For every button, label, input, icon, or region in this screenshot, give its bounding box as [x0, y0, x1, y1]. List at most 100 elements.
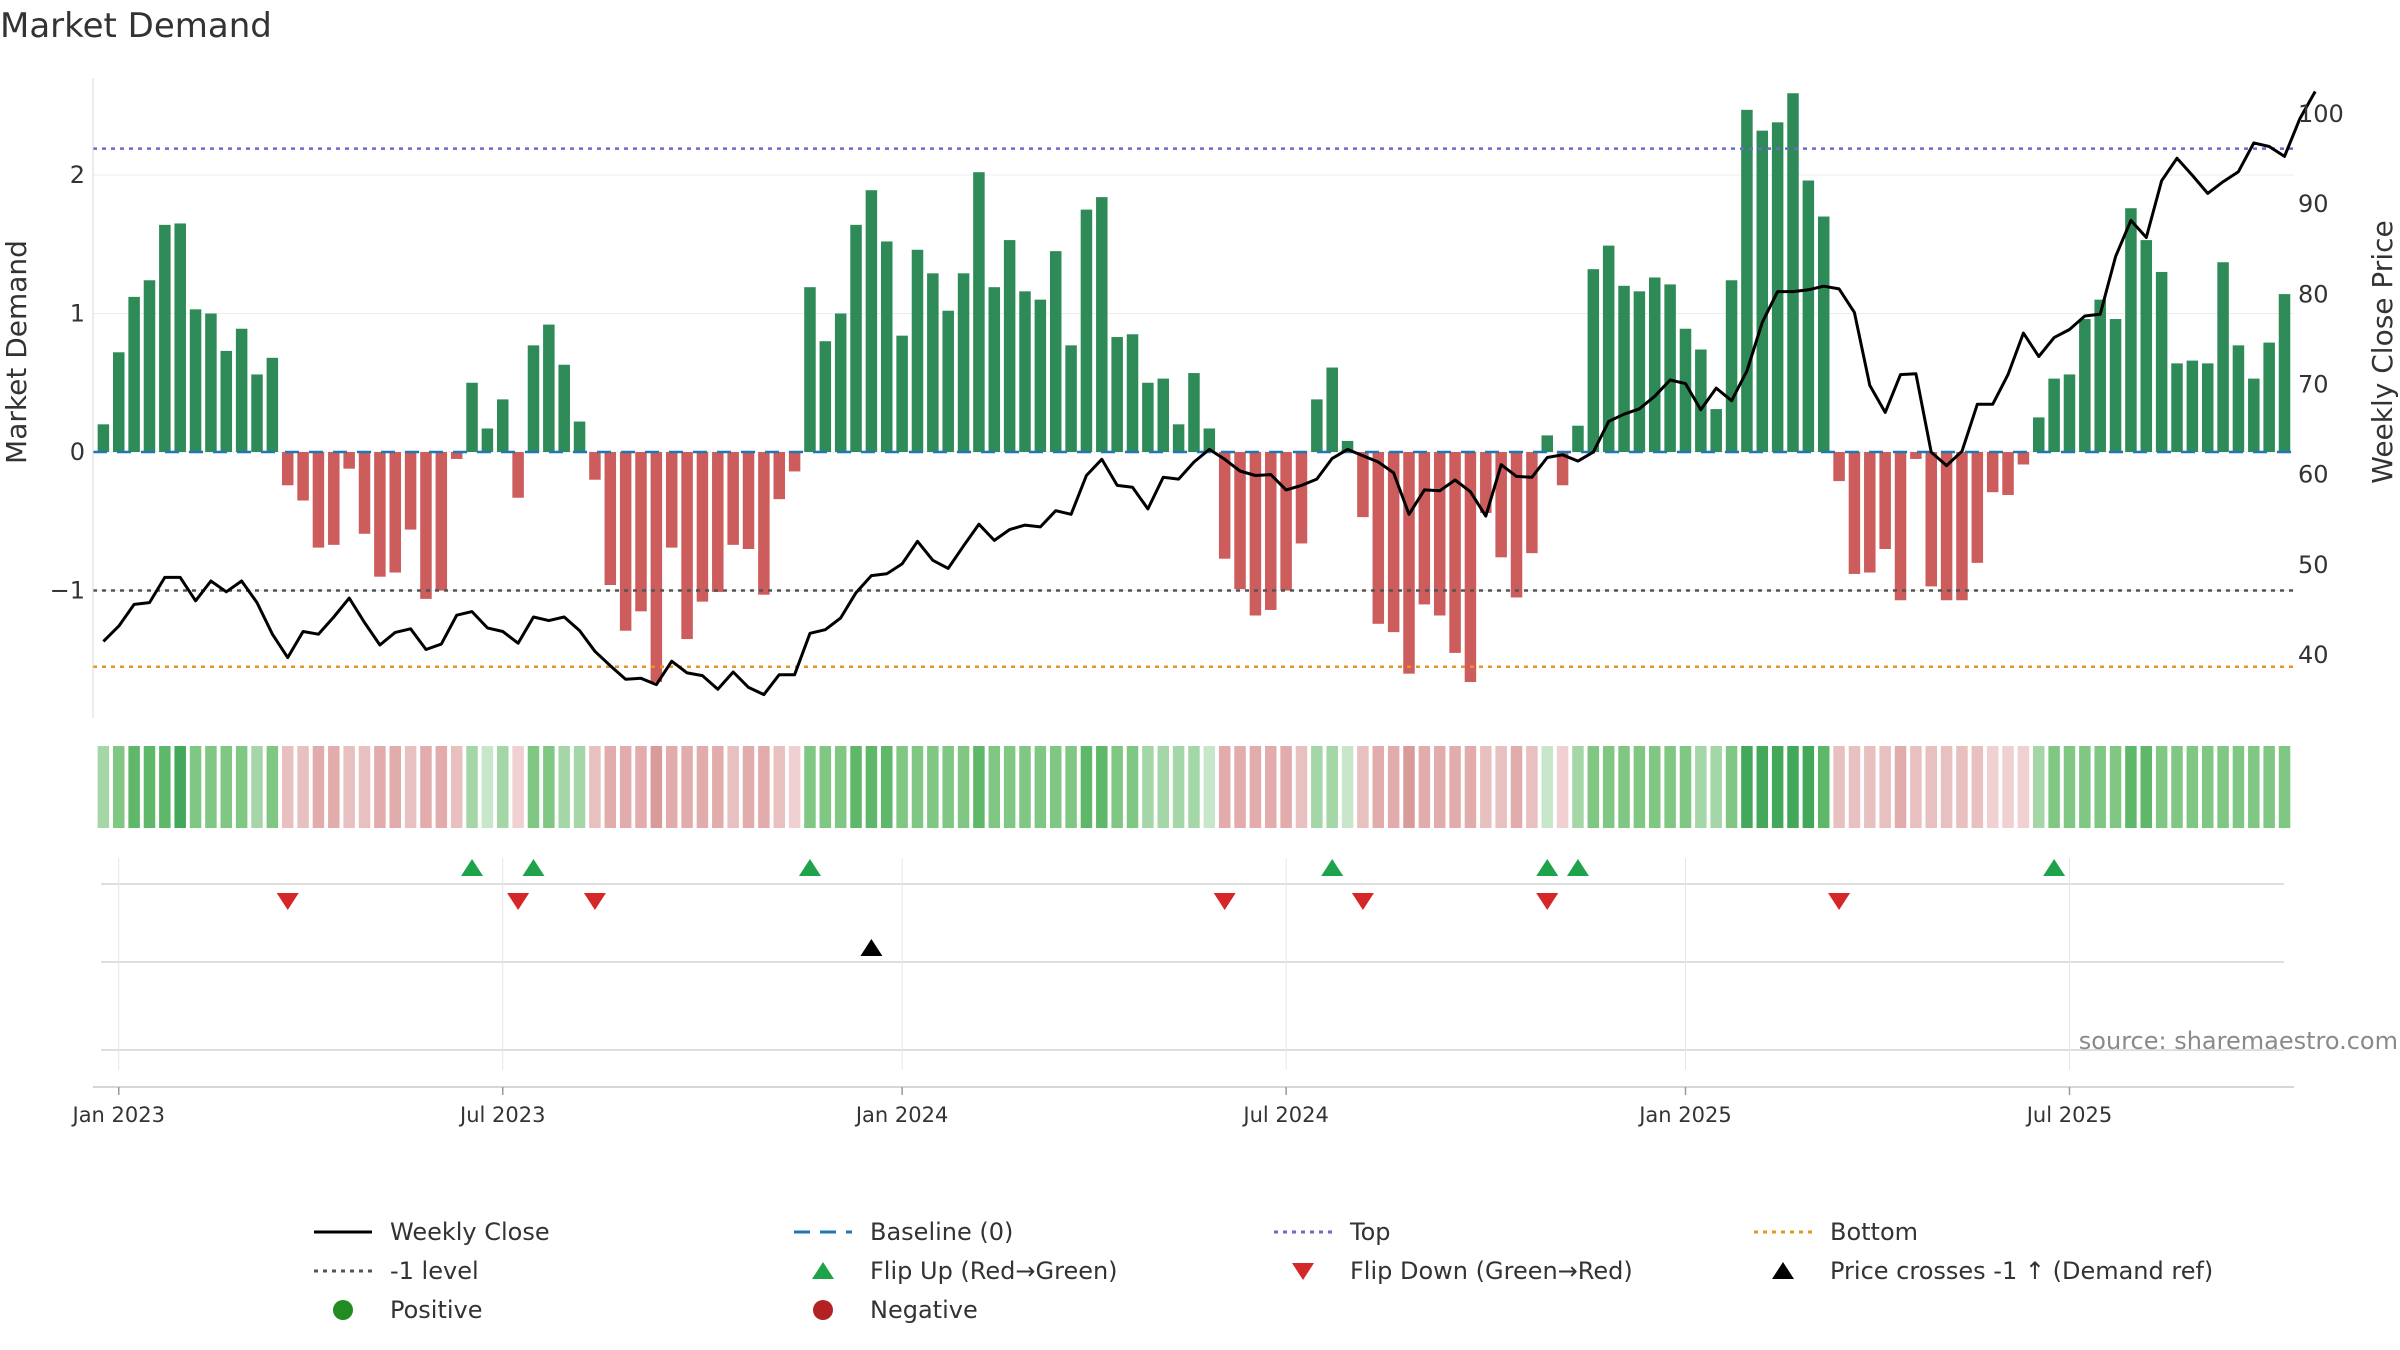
demand-bar-positive	[1802, 180, 1815, 453]
strip-cell	[2155, 746, 2168, 828]
flip-up-marker	[2043, 859, 2066, 876]
y2-tick-label: 100	[2298, 100, 2344, 128]
demand-bar-positive	[1572, 425, 1584, 453]
demand-bar-negative	[1403, 452, 1415, 674]
circle-icon	[333, 1300, 353, 1320]
strip-cell	[374, 746, 386, 828]
x-tick-label: Jul 2023	[458, 1103, 545, 1127]
y2-tick-label: 90	[2298, 190, 2329, 218]
strip-cell	[1080, 746, 1093, 828]
demand-bar-positive	[1142, 382, 1154, 453]
demand-bar-positive	[1633, 291, 1646, 453]
demand-bar-negative	[328, 452, 340, 545]
demand-bar-negative	[312, 452, 325, 548]
line-dot-icon	[1754, 1230, 1812, 1234]
legend-top: Top	[1274, 1214, 1391, 1250]
demand-bar-positive	[1080, 209, 1093, 453]
flip-down-marker	[276, 893, 299, 910]
demand-bar-negative	[1940, 452, 1953, 601]
y-tick-label: 1	[70, 299, 85, 327]
demand-bar-negative	[1510, 452, 1523, 598]
demand-bar-positive	[1679, 328, 1692, 453]
strip-cell	[1049, 746, 1062, 828]
demand-bar-positive	[189, 309, 202, 453]
strip-cell	[896, 746, 908, 828]
y2-tick-label: 50	[2298, 551, 2329, 579]
strip-cell	[1065, 746, 1077, 828]
strip-cell	[665, 746, 678, 828]
demand-bar-positive	[1817, 216, 1830, 453]
strip-cell	[1111, 746, 1123, 828]
strip-cell	[328, 746, 340, 828]
strip-cell	[174, 746, 186, 828]
demand-bar-negative	[1971, 452, 1984, 563]
strip-cell	[1003, 746, 1016, 828]
demand-bar-negative	[758, 452, 770, 595]
strip-cell	[865, 746, 878, 828]
demand-bar-negative	[1265, 452, 1277, 610]
strip-cell	[957, 746, 970, 828]
demand-bar-positive	[2201, 363, 2214, 453]
demand-bar-negative	[1357, 452, 1369, 518]
demand-bar-positive	[205, 313, 217, 453]
demand-bar-positive	[850, 224, 862, 453]
demand-bar-positive	[881, 241, 893, 453]
demand-bar-negative	[1449, 452, 1461, 653]
demand-bar-positive	[159, 224, 171, 453]
strip-cell	[389, 746, 401, 828]
strip-cell	[834, 746, 847, 828]
demand-bar-positive	[804, 287, 816, 453]
flip-down-marker	[583, 893, 606, 910]
demand-bar-negative	[1956, 452, 1968, 601]
strip-cell	[1172, 746, 1185, 828]
demand-bar-negative	[1218, 452, 1231, 559]
y-tick-label: 2	[70, 161, 85, 189]
strip-cell	[1510, 746, 1523, 828]
flip-up-marker	[798, 859, 821, 876]
demand-bar-positive	[266, 357, 279, 453]
demand-bar-positive	[2063, 374, 2076, 453]
demand-bar-positive	[1003, 240, 1016, 453]
demand-bar-positive	[1618, 285, 1630, 453]
strip-cell	[297, 746, 309, 828]
strip-cell	[1142, 746, 1154, 828]
strip-cell	[558, 746, 570, 828]
demand-bar-positive	[481, 428, 494, 453]
demand-bar-positive	[2171, 363, 2183, 453]
demand-bar-negative	[450, 452, 463, 459]
strip-cell	[527, 746, 540, 828]
legend-positive: Positive	[314, 1292, 483, 1328]
price-layer	[102, 90, 2317, 697]
strip-cell	[1449, 746, 1461, 828]
strip-cell	[343, 746, 355, 828]
strip-cell	[481, 746, 494, 828]
strip-cell	[128, 746, 140, 828]
strip-cell	[573, 746, 586, 828]
strip-cell	[1971, 746, 1984, 828]
y2-tick-label: 40	[2298, 641, 2329, 669]
strip-cell	[1480, 746, 1492, 828]
strip-cell	[1019, 746, 1031, 828]
demand-bar-negative	[1464, 452, 1477, 682]
circle-icon	[813, 1300, 833, 1320]
strip-cell	[1940, 746, 1953, 828]
triangle-down-icon	[1292, 1263, 1314, 1280]
demand-bar-positive	[2186, 360, 2199, 453]
flip-up-marker	[1321, 859, 1344, 876]
strip-cell	[696, 746, 709, 828]
demand-bar-positive	[865, 190, 878, 453]
demand-bar-positive	[1664, 284, 1676, 453]
demand-bar-negative	[1234, 452, 1246, 590]
demand-bar-positive	[2048, 378, 2060, 453]
strip-cell	[97, 746, 110, 828]
strip-cell	[2109, 746, 2122, 828]
demand-bar-negative	[742, 452, 755, 549]
legend-minus-one: -1 level	[314, 1253, 479, 1289]
demand-bar-positive	[2125, 208, 2137, 453]
strip-cell	[2263, 746, 2275, 828]
strip-cell	[404, 746, 417, 828]
x-tick-label: Jan 2025	[1637, 1103, 1732, 1127]
strip-cell	[2033, 746, 2045, 828]
strip-cell	[804, 746, 816, 828]
